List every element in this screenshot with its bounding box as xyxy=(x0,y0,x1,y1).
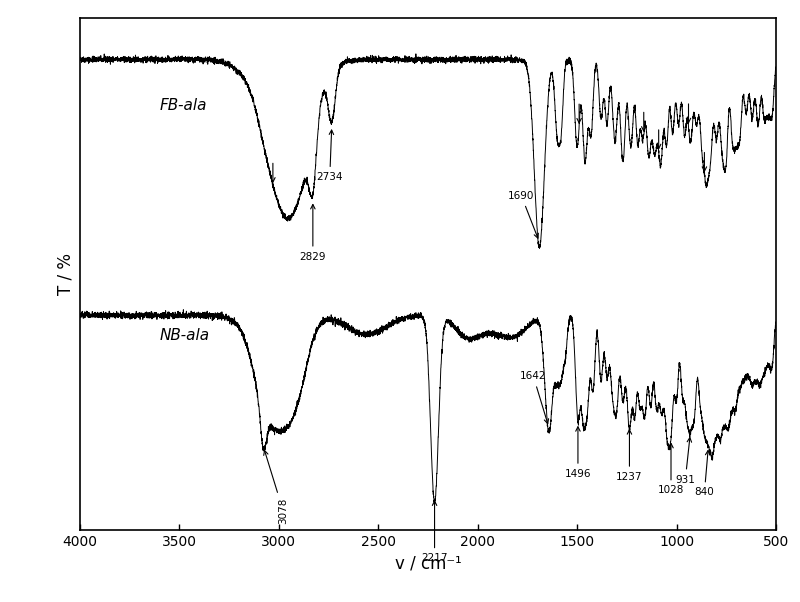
Text: 1496: 1496 xyxy=(565,427,591,479)
Text: 2734: 2734 xyxy=(317,130,343,182)
Text: FB-ala: FB-ala xyxy=(159,98,207,113)
X-axis label: v / cm⁻¹: v / cm⁻¹ xyxy=(394,554,462,572)
Text: 3078: 3078 xyxy=(264,450,288,524)
Text: 1690: 1690 xyxy=(508,191,538,238)
Y-axis label: T / %: T / % xyxy=(57,253,74,295)
Text: 1028: 1028 xyxy=(658,444,684,495)
Text: 840: 840 xyxy=(694,450,714,497)
Text: 1237: 1237 xyxy=(616,430,642,482)
Text: 2217: 2217 xyxy=(422,501,448,563)
Text: NB-ala: NB-ala xyxy=(159,328,210,343)
Text: 2829: 2829 xyxy=(300,205,326,262)
Text: 931: 931 xyxy=(675,438,695,485)
Text: 1642: 1642 xyxy=(520,371,549,424)
